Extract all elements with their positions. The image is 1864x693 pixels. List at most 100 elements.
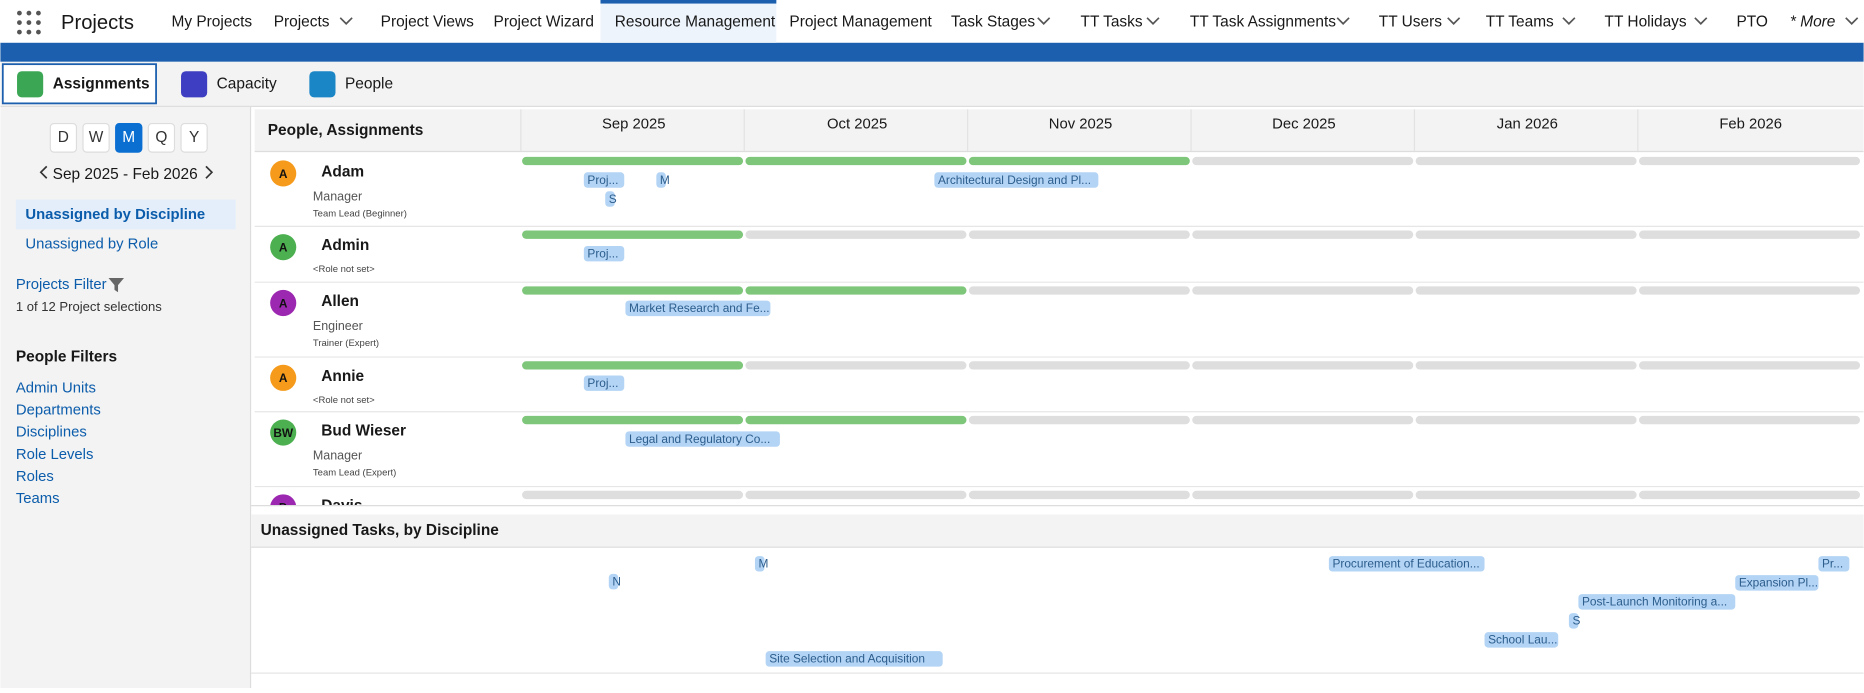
allocation-bar bbox=[968, 490, 1190, 500]
person-name[interactable]: Allen bbox=[321, 293, 359, 310]
task-chip[interactable] bbox=[625, 431, 780, 447]
avatar bbox=[270, 289, 297, 317]
allocation-bar bbox=[968, 361, 1190, 370]
tab-label[interactable]: People bbox=[345, 75, 393, 92]
allocation-bar bbox=[522, 490, 744, 500]
filter-link[interactable]: Teams bbox=[16, 491, 60, 507]
allocation-bar bbox=[1415, 415, 1637, 425]
month-label: Sep 2025 bbox=[602, 117, 666, 133]
allocation-bar bbox=[1639, 230, 1861, 239]
task-chip[interactable] bbox=[1818, 556, 1850, 572]
person-name[interactable]: Admin bbox=[321, 237, 369, 254]
person-detail: <Role not set> bbox=[313, 395, 375, 406]
task-chip-label: N bbox=[612, 574, 621, 588]
allocation-bar bbox=[1415, 286, 1637, 295]
active-link-bg bbox=[15, 199, 236, 230]
nav-item[interactable]: Project Views bbox=[381, 14, 475, 31]
task-chip-label: Proj... bbox=[587, 173, 618, 187]
nav-item[interactable]: TT Teams bbox=[1486, 14, 1554, 31]
task-chip-label: M bbox=[660, 173, 670, 187]
avatar-initials: A bbox=[279, 371, 288, 385]
task-chip[interactable] bbox=[1578, 594, 1736, 610]
view-label: D bbox=[58, 129, 69, 146]
allocation-bar bbox=[968, 415, 1190, 425]
task-chip[interactable] bbox=[934, 172, 1099, 188]
chevron bbox=[1562, 17, 1576, 25]
nav-item[interactable]: My Projects bbox=[172, 14, 253, 31]
task-chip[interactable] bbox=[605, 191, 615, 207]
task-chip-label: Proj... bbox=[587, 246, 618, 260]
month-label: Dec 2025 bbox=[1272, 117, 1336, 133]
allocation-bar bbox=[1639, 490, 1861, 500]
nav-item[interactable]: PTO bbox=[1736, 14, 1767, 31]
nav-item[interactable]: Project Management bbox=[789, 14, 932, 31]
task-chip[interactable] bbox=[583, 375, 625, 391]
sidebar-link[interactable]: Unassigned by Role bbox=[25, 237, 158, 253]
filter-link[interactable]: Role Levels bbox=[16, 447, 94, 463]
allocation-bar bbox=[522, 361, 744, 370]
avatar bbox=[270, 494, 297, 506]
person-name[interactable]: Davis bbox=[321, 497, 362, 514]
person-name[interactable]: Adam bbox=[321, 163, 364, 180]
nav-item[interactable]: Project Wizard bbox=[494, 14, 594, 31]
task-chip[interactable] bbox=[754, 556, 765, 572]
avatar-initials: A bbox=[279, 167, 288, 181]
view-button[interactable] bbox=[115, 122, 143, 153]
allocation-bar bbox=[1415, 156, 1637, 166]
filters-title: People Filters bbox=[16, 349, 117, 366]
nav-item[interactable]: TT Users bbox=[1379, 14, 1442, 31]
view-button[interactable] bbox=[49, 122, 78, 153]
filter-link[interactable]: Departments bbox=[16, 403, 101, 419]
chevron bbox=[339, 17, 353, 25]
nav-item[interactable]: TT Holidays bbox=[1605, 14, 1687, 31]
tab-label[interactable]: Assignments bbox=[53, 75, 150, 92]
nav-more[interactable]: * More bbox=[1790, 14, 1836, 31]
task-chip-label: School Lau... bbox=[1488, 633, 1557, 647]
allocation-bar bbox=[745, 415, 967, 425]
view-button[interactable] bbox=[147, 122, 176, 153]
task-chip[interactable] bbox=[1735, 575, 1819, 591]
month-label: Nov 2025 bbox=[1049, 117, 1113, 133]
tab-label[interactable]: Capacity bbox=[217, 75, 277, 92]
person-name[interactable]: Bud Wieser bbox=[321, 422, 406, 439]
tab-icon bbox=[181, 71, 208, 98]
view-button[interactable] bbox=[180, 122, 208, 153]
allocation-bar bbox=[1639, 361, 1861, 370]
filter-icon bbox=[108, 278, 124, 293]
task-chip[interactable] bbox=[583, 245, 625, 262]
nav-item[interactable]: Task Stages bbox=[951, 14, 1035, 31]
filter-link[interactable]: Admin Units bbox=[16, 380, 96, 396]
next-arrow[interactable] bbox=[205, 165, 214, 179]
task-chip[interactable] bbox=[765, 651, 943, 667]
task-chip[interactable] bbox=[1484, 632, 1559, 648]
task-chip[interactable] bbox=[1568, 613, 1579, 629]
avatar-initials: D bbox=[279, 501, 288, 515]
app-launcher[interactable] bbox=[17, 10, 41, 35]
task-chip[interactable] bbox=[625, 300, 771, 317]
nav-item[interactable]: TT Task Assignments bbox=[1190, 14, 1336, 31]
allocation-bar bbox=[522, 415, 744, 425]
task-chip[interactable] bbox=[608, 573, 619, 590]
allocation-bar bbox=[745, 286, 967, 295]
avatar-initials: BW bbox=[273, 426, 294, 440]
sidebar-link[interactable]: Unassigned by Discipline bbox=[25, 207, 205, 223]
filter-link[interactable]: Roles bbox=[16, 469, 54, 485]
nav-item[interactable]: Projects bbox=[274, 14, 330, 31]
task-chip[interactable] bbox=[583, 172, 625, 188]
nav-item[interactable]: Resource Management bbox=[615, 14, 776, 31]
projects-filter[interactable]: Projects Filter bbox=[16, 277, 107, 293]
filter-link[interactable]: Disciplines bbox=[16, 425, 87, 441]
view-button[interactable] bbox=[82, 122, 110, 153]
allocation-bar bbox=[1192, 490, 1414, 500]
view-label: M bbox=[122, 129, 135, 146]
nav-item[interactable]: TT Tasks bbox=[1081, 14, 1143, 31]
person-name[interactable]: Annie bbox=[321, 368, 364, 385]
task-chip-label: Architectural Design and Pl... bbox=[938, 173, 1091, 187]
view-label: Y bbox=[189, 129, 199, 146]
task-chip[interactable] bbox=[1328, 556, 1485, 572]
task-chip-label: Site Selection and Acquisition bbox=[769, 652, 925, 666]
prev-arrow[interactable] bbox=[39, 165, 48, 179]
task-chip[interactable] bbox=[656, 172, 666, 188]
sidebar bbox=[0, 106, 250, 689]
chevron bbox=[1845, 17, 1859, 25]
